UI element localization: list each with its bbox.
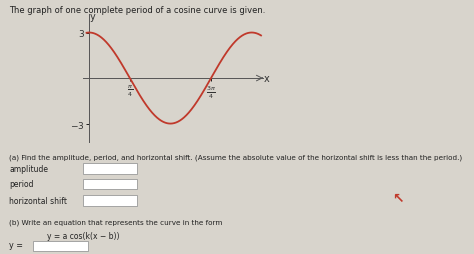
Text: ↖: ↖ (392, 191, 404, 205)
Text: y: y (90, 12, 96, 22)
Text: y =: y = (9, 240, 24, 249)
Text: y = a cos(k(x − b)): y = a cos(k(x − b)) (47, 231, 120, 240)
Text: The graph of one complete period of a cosine curve is given.: The graph of one complete period of a co… (9, 6, 266, 15)
Text: x: x (264, 74, 270, 84)
Text: horizontal shift: horizontal shift (9, 196, 67, 205)
Text: period: period (9, 180, 34, 189)
Text: amplitude: amplitude (9, 164, 48, 173)
Text: (b) Write an equation that represents the curve in the form: (b) Write an equation that represents th… (9, 219, 223, 225)
Text: (a) Find the amplitude, period, and horizontal shift. (Assume the absolute value: (a) Find the amplitude, period, and hori… (9, 154, 463, 160)
